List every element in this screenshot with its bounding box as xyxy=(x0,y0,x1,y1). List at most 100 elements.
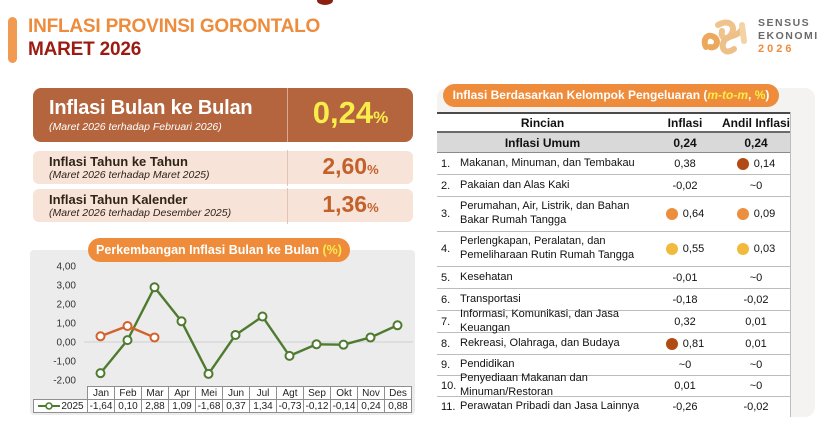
row-inflasi-value: 0,55 xyxy=(682,243,705,255)
table-row: 2. Pakaian dan Alas Kaki -0,02 ~0 xyxy=(437,175,790,197)
table-row: 11. Perawatan Pribadi dan Jasa Lainnya -0,… xyxy=(437,397,790,417)
cropped-graphic-fragment xyxy=(317,0,333,5)
cal-value: 1,36% xyxy=(287,187,413,224)
month-cell: Okt xyxy=(330,386,358,400)
umum-name: Inflasi Umum xyxy=(504,135,581,150)
data-point-2025 xyxy=(176,316,187,327)
value-cell-2025: 0,88 xyxy=(384,399,412,413)
month-cell: Jun xyxy=(222,386,250,400)
cal-subtitle: (Maret 2026 terhadap Desember 2025) xyxy=(49,207,232,219)
data-point-2025 xyxy=(95,368,106,379)
month-cell: Jul xyxy=(249,386,277,400)
chart-title-unit: (%) xyxy=(322,243,342,257)
row-andil-value: 0,01 xyxy=(745,337,767,350)
row-name: Perumahan, Air, Listrik, dan Bahan Bakar… xyxy=(460,200,630,226)
month-cell: Des xyxy=(384,386,412,400)
table-header-row: Rincian Inflasi Andil Inflasi xyxy=(437,112,790,133)
row-andil-value: ~0 xyxy=(749,359,763,371)
row-inflasi-value: 0,01 xyxy=(674,380,696,392)
chart-title: Perkembangan Inflasi Bulan ke Bulan xyxy=(96,243,323,257)
page-title: INFLASI PROVINSI GORONTALO xyxy=(28,16,321,37)
y-axis-tick: 0,00 xyxy=(57,338,77,349)
row-number: 2. xyxy=(441,179,451,192)
data-point-2025 xyxy=(230,329,241,340)
table-title-close: ) xyxy=(765,88,770,102)
year-on-year-inflation-box: Inflasi Tahun ke Tahun (Maret 2026 terha… xyxy=(33,149,413,186)
row-number: 1. xyxy=(441,157,451,170)
month-cell: Apr xyxy=(168,386,196,400)
table-row: 8. Rekreasi, Olahraga, dan Budaya 0,81 0,01 xyxy=(437,333,790,355)
row-andil-value: -0,02 xyxy=(743,401,769,413)
orange-dot-icon xyxy=(665,208,678,220)
data-point-2025 xyxy=(203,368,214,379)
row-andil-value: 0,03 xyxy=(753,243,776,255)
table-row: 3. Perumahan, Air, Listrik, dan Bahan Bak… xyxy=(437,197,790,232)
row-number: 8. xyxy=(441,337,451,350)
line-chart-panel: 4,00 3,00 2,00 1,00 0,00 -1,00 -2,00 Jan Feb Mar… xyxy=(30,250,415,415)
data-point-2025 xyxy=(338,339,349,350)
yoy-value: 2,60% xyxy=(287,149,413,186)
data-point-2025 xyxy=(257,311,268,322)
value-cell-2025: -0,12 xyxy=(303,399,331,413)
orange-dot-icon xyxy=(736,208,749,220)
table-row: 6. Transportasi -0,18 -0,02 xyxy=(437,289,790,311)
chart-axis-table: Jan Feb Mar Apr Mei Jun Jul Agt Sep Okt Nov Des 2025… xyxy=(33,386,412,413)
data-point-2025 xyxy=(365,332,376,343)
y-axis-tick: -2,00 xyxy=(53,376,76,385)
umum-andil: 0,24 xyxy=(744,135,768,150)
row-name: Pendidikan xyxy=(460,358,515,371)
row-number: 4. xyxy=(441,243,451,255)
data-point-2026 xyxy=(149,332,160,343)
value-cell-2025: -1,64 xyxy=(87,399,115,413)
row-number: 9. xyxy=(441,359,451,371)
row-inflasi-value: 0,64 xyxy=(682,208,705,220)
row-inflasi-value: -0,18 xyxy=(672,293,698,306)
row-number: 7. xyxy=(441,315,451,328)
table-title-pill: Inflasi Berdasarkan Kelompok Pengeluaran… xyxy=(443,84,779,107)
ribbon-logo-icon xyxy=(701,19,747,55)
table-title: Inflasi Berdasarkan Kelompok Pengeluaran… xyxy=(452,88,708,102)
chart-title-pill: Perkembangan Inflasi Bulan ke Bulan (%) xyxy=(88,238,350,262)
table-row: 4. Perlengkapan, Peralatan, dan Pemelihar… xyxy=(437,232,790,267)
y-axis-tick: 2,00 xyxy=(57,300,77,311)
table-title-sep: , xyxy=(748,88,755,102)
row-name: Penyediaan Makanan dan Minuman/Restoran xyxy=(460,372,588,398)
data-point-2025 xyxy=(122,335,133,346)
mtm-value: 0,24% xyxy=(287,85,413,145)
month-cell: Agt xyxy=(276,386,304,400)
cal-title: Inflasi Tahun Kalender xyxy=(49,192,188,207)
row-andil-value: 0,14 xyxy=(753,157,776,170)
sensus-ekonomi-logo: SENSUS EKONOMI 2026 xyxy=(698,8,828,66)
row-number: 11. xyxy=(441,401,456,413)
value-cell-2025: -0,73 xyxy=(276,399,304,413)
value-cell-2025: 0,10 xyxy=(114,399,142,413)
yellow-dot-icon xyxy=(665,243,678,255)
table-row: 5. Kesehatan -0,01 ~0 xyxy=(437,267,790,289)
umum-inflasi: 0,24 xyxy=(673,135,697,150)
legend-spacer xyxy=(34,387,88,400)
row-inflasi-value: -0,02 xyxy=(672,179,698,192)
y-axis-tick: 3,00 xyxy=(57,281,77,292)
rust-dot-icon xyxy=(665,337,678,350)
row-andil-value: -0,02 xyxy=(743,293,769,306)
month-cell: Mar xyxy=(141,386,169,400)
col-rincian: Rincian xyxy=(520,115,565,130)
row-number: 10. xyxy=(441,380,457,392)
row-name: Pakaian dan Alas Kaki xyxy=(460,178,570,191)
page-subtitle-month: MARET 2026 xyxy=(28,39,142,60)
data-point-2026 xyxy=(122,321,133,332)
value-cell-2025: 2,88 xyxy=(141,399,169,413)
table-title-pct: % xyxy=(754,88,766,102)
month-cell: Jan xyxy=(87,386,115,400)
mtm-subtitle: (Maret 2026 terhadap Februari 2026) xyxy=(49,121,222,133)
month-cell: Mei xyxy=(195,386,223,400)
series-line-2025 xyxy=(99,286,398,376)
row-inflasi-value: 0,81 xyxy=(682,337,705,350)
row-inflasi-value: ~0 xyxy=(678,359,692,371)
data-point-2025 xyxy=(392,320,403,331)
value-cell-2025: -0,14 xyxy=(330,399,358,413)
table-row: 10. Penyediaan Makanan dan Minuman/Restor… xyxy=(437,372,790,398)
value-cell-2025: -1,68 xyxy=(195,399,223,413)
data-point-2026 xyxy=(95,331,106,342)
data-point-2025 xyxy=(311,339,322,350)
